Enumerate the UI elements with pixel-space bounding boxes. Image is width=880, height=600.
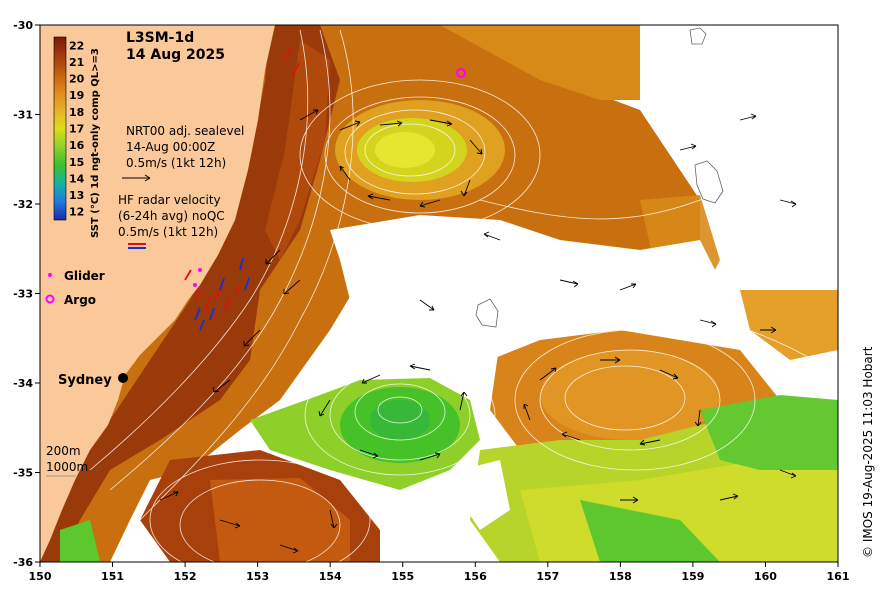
y-tick-label: -34	[13, 377, 33, 390]
hf-radar-line1: HF radar velocity	[118, 193, 221, 207]
title-date: 14 Aug 2025	[126, 47, 225, 63]
altimetry-scale-arrow	[122, 174, 151, 182]
colorbar-tick-label: 22	[69, 39, 84, 52]
colorbar-tick-label: 21	[69, 56, 84, 69]
y-tick-label: -32	[13, 198, 33, 211]
colorbar-tick-label: 15	[69, 156, 84, 169]
colorbar-ticks: 22 21 20 19 18 17 16 15 14 13 12	[69, 39, 85, 218]
x-tick-label: 161	[827, 570, 850, 583]
ssh-contours	[89, 29, 838, 562]
x-tick-label: 151	[101, 570, 124, 583]
colorbar-tick-label: 16	[69, 139, 85, 152]
x-tick-label: 153	[246, 570, 269, 583]
y-axis-ticks: -30 -31 -32 -33 -34 -35 -36	[13, 19, 40, 569]
x-axis-ticks: 150 151 152 153 154 155 156 157 158 159 160 161	[29, 562, 850, 583]
y-tick-label: -35	[13, 467, 33, 480]
argo-float	[456, 68, 466, 78]
glider-legend-label: Glider	[64, 269, 105, 283]
sydney-label: Sydney	[58, 373, 112, 388]
title-product: L3SM-1d	[126, 30, 194, 46]
x-tick-label: 155	[391, 570, 414, 583]
colorbar-tick-label: 14	[69, 172, 85, 185]
y-tick-label: -30	[13, 19, 33, 32]
colorbar-label: SST (°C) 1d ngt-only comp QL>=3	[90, 48, 101, 238]
x-tick-label: 156	[464, 570, 487, 583]
colorbar-tick-label: 12	[69, 206, 84, 219]
colorbar-tick-label: 18	[69, 106, 84, 119]
colorbar	[53, 36, 67, 221]
x-tick-label: 160	[754, 570, 777, 583]
colorbar-tick-label: 17	[69, 123, 84, 136]
argo-legend-marker	[45, 294, 55, 304]
bathy-200m: 200m	[46, 444, 81, 458]
colorbar-tick-label: 19	[69, 89, 84, 102]
x-tick-label: 159	[681, 570, 704, 583]
hf-radar-line2: (6-24h avg) noQC	[118, 209, 225, 223]
sydney-marker	[118, 373, 128, 383]
altimetry-line1: NRT00 adj. sealevel	[126, 124, 244, 138]
island	[689, 27, 707, 45]
x-tick-label: 154	[319, 570, 342, 583]
altimetry-line2: 14-Aug 00:00Z	[126, 140, 215, 154]
colorbar-tick-label: 20	[69, 73, 85, 86]
reef-outline	[694, 160, 724, 204]
x-tick-label: 152	[174, 570, 197, 583]
y-tick-label: -33	[13, 288, 33, 301]
hf-radar-line3: 0.5m/s (1kt 12h)	[118, 225, 218, 239]
sst-field	[40, 25, 838, 562]
x-tick-label: 158	[609, 570, 632, 583]
credit-text: © IMOS 19-Aug-2025 11:03 Hobart	[861, 346, 875, 558]
altimetry-line3: 0.5m/s (1kt 12h)	[126, 156, 226, 170]
x-tick-label: 157	[536, 570, 559, 583]
y-tick-label: -36	[13, 556, 33, 569]
bathy-1000m: 1000m	[46, 460, 88, 474]
hf-radar-arrows	[184, 47, 300, 331]
glider-track	[198, 268, 202, 272]
x-tick-label: 150	[29, 570, 52, 583]
argo-legend-label: Argo	[64, 293, 96, 307]
reef-outline	[475, 298, 499, 328]
velocity-arrows	[159, 109, 797, 554]
land	[40, 25, 275, 562]
colorbar-tick-label: 13	[69, 189, 84, 202]
glider-legend-marker	[48, 273, 52, 277]
y-tick-label: -31	[13, 109, 33, 122]
